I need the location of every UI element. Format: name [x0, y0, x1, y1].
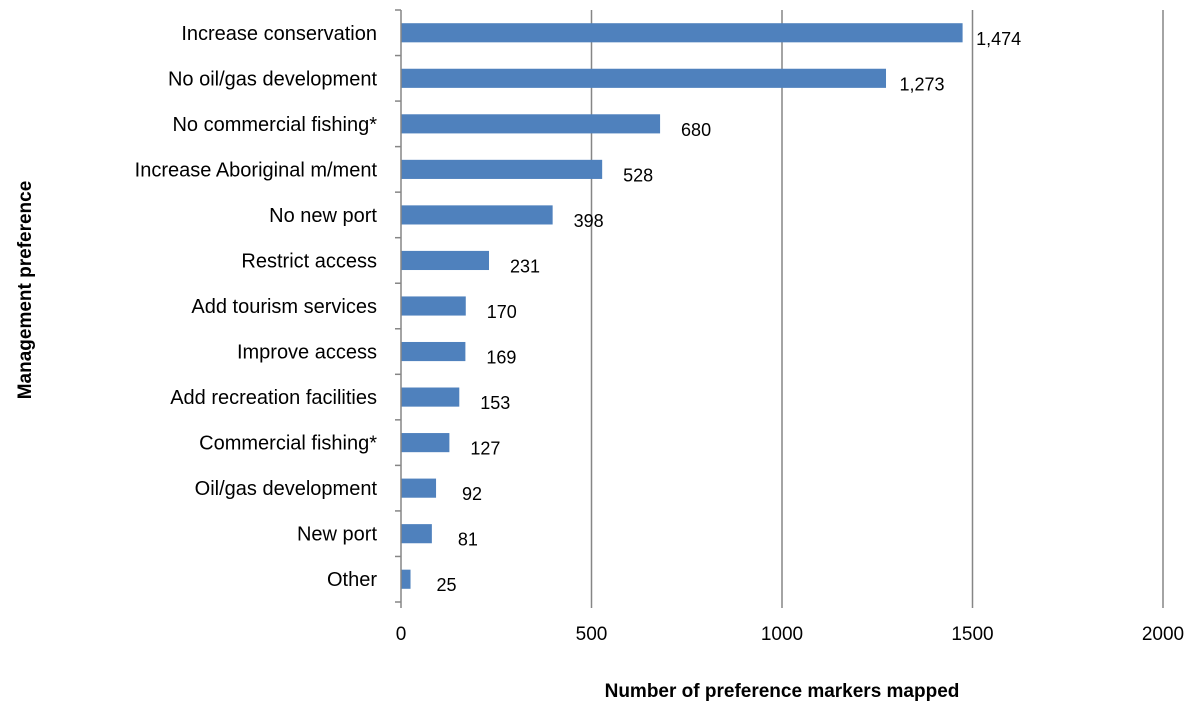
bar: [401, 387, 460, 407]
x-tick-label: 500: [576, 624, 608, 645]
x-tick-label: 0: [396, 624, 407, 645]
data-label: 92: [462, 484, 482, 504]
data-label: 231: [510, 256, 540, 276]
bar: [401, 569, 411, 589]
data-label: 528: [623, 165, 653, 185]
bar: [401, 68, 887, 88]
x-axis-title: Number of preference markers mapped: [605, 681, 960, 702]
category-label: Increase Aboriginal m/ment: [135, 159, 378, 181]
x-tick-labels: 0 500 1000 1500 2000: [396, 624, 1184, 645]
bars: [401, 23, 963, 589]
bar: [401, 433, 450, 453]
category-label: New port: [297, 524, 377, 546]
category-labels: Increase conservation No oil/gas developm…: [135, 23, 378, 591]
category-label: Add recreation facilities: [170, 387, 377, 409]
bar: [401, 296, 466, 316]
x-tick-label: 2000: [1142, 624, 1184, 645]
bar: [401, 341, 466, 362]
category-label: No oil/gas development: [168, 68, 377, 90]
data-label: 25: [437, 575, 457, 595]
category-label: Oil/gas development: [195, 478, 378, 500]
bar: [401, 159, 603, 179]
data-label: 170: [487, 302, 517, 322]
bar: [401, 524, 432, 544]
data-label: 169: [486, 348, 516, 368]
data-label: 398: [574, 211, 604, 231]
data-labels: 1,474 1,273 680 528 398 231 170 169 153 127 92 81 25: [437, 29, 1022, 595]
data-label: 1,474: [976, 29, 1021, 49]
bar: [401, 205, 553, 225]
data-label: 81: [458, 530, 478, 550]
category-label: Add tourism services: [191, 296, 377, 318]
x-tick-label: 1500: [951, 624, 993, 645]
category-label: Commercial fishing*: [199, 433, 377, 455]
y-axis-title: Management preference: [15, 181, 36, 400]
category-label: Increase conservation: [181, 23, 377, 45]
category-label: No new port: [269, 205, 377, 227]
x-tick-label: 1000: [761, 624, 803, 645]
category-label: Restrict access: [241, 250, 377, 272]
bar: [401, 23, 963, 43]
category-label: Improve access: [237, 342, 377, 364]
data-label: 680: [681, 120, 711, 140]
bar: [401, 250, 490, 271]
data-label: 127: [470, 439, 500, 459]
data-label: 1,273: [899, 74, 944, 94]
axes: [395, 9, 1164, 608]
bar: [401, 114, 661, 134]
data-label: 153: [480, 393, 510, 413]
category-label: Other: [327, 569, 377, 591]
gridlines: [590, 10, 1164, 602]
bar: [401, 478, 437, 498]
category-label: No commercial fishing*: [172, 114, 377, 136]
